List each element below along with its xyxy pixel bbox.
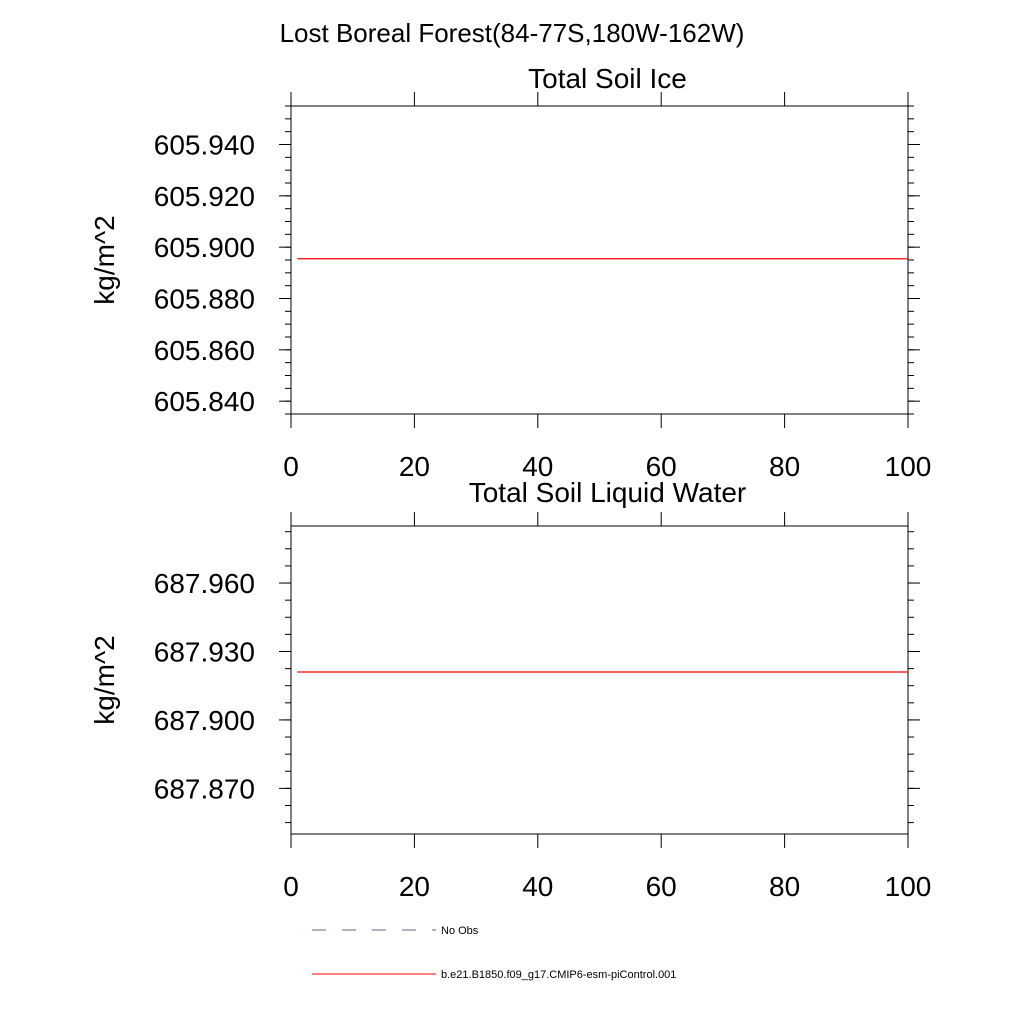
plot-frame — [290, 525, 909, 835]
legend: No Obs b.e21.B1850.f09_g17.CMIP6-esm-piCo… — [312, 925, 676, 981]
x-tick-label: 0 — [283, 451, 299, 482]
x-tick-label: 0 — [283, 871, 299, 902]
x-tick-label: 80 — [769, 871, 800, 902]
x-tick-label: 60 — [646, 451, 677, 482]
x-tick-label: 60 — [646, 871, 677, 902]
y-tick-label: 605.880 — [154, 284, 255, 315]
y-tick-label: 687.870 — [154, 773, 255, 804]
x-tick-label: 20 — [399, 871, 430, 902]
y-tick-label: 687.900 — [154, 705, 255, 736]
y-tick-label: 605.860 — [154, 335, 255, 366]
y-axis-label: kg/m^2 — [89, 635, 120, 724]
y-tick-label: 605.900 — [154, 232, 255, 263]
x-tick-label: 100 — [885, 451, 932, 482]
panel-title: Total Soil Liquid Water — [469, 477, 747, 508]
panel-title: Total Soil Ice — [528, 63, 687, 94]
legend-label-1: No Obs — [441, 925, 479, 937]
chart-panel-2: Total Soil Liquid Water kg/m^2 687.870 687.… — [89, 477, 931, 902]
chart-panel-1: Total Soil Ice kg/m^2 605.840 605.860 605.88… — [89, 63, 931, 482]
plot-frame — [290, 105, 909, 415]
x-tick-label: 80 — [769, 451, 800, 482]
y-tick-label: 605.940 — [154, 130, 255, 161]
figure-title: Lost Boreal Forest(84-77S,180W-162W) — [280, 18, 745, 48]
y-axis-label: kg/m^2 — [89, 215, 120, 304]
x-tick-label: 40 — [522, 451, 553, 482]
chart-panels: Total Soil Ice kg/m^2 605.840 605.860 605.88… — [89, 63, 931, 902]
legend-label-2: b.e21.B1850.f09_g17.CMIP6-esm-piControl.… — [441, 969, 676, 981]
x-tick-label: 20 — [399, 451, 430, 482]
y-tick-label: 605.920 — [154, 181, 255, 212]
y-tick-label: 605.840 — [154, 386, 255, 417]
y-tick-label: 687.930 — [154, 636, 255, 667]
x-tick-label: 100 — [885, 871, 932, 902]
y-tick-label: 687.960 — [154, 568, 255, 599]
x-tick-label: 40 — [522, 871, 553, 902]
